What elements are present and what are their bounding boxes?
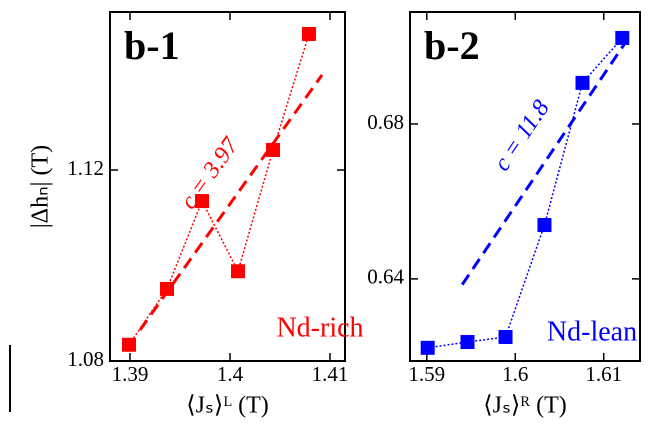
y-tick-label: 0.68 xyxy=(367,110,404,134)
x-axis-label: ⟨Jₛ⟩ᴿ (T) xyxy=(483,393,567,419)
x-tick-label: 1.59 xyxy=(408,362,445,386)
data-point xyxy=(537,218,552,233)
data-point xyxy=(122,337,136,352)
plot-frame xyxy=(109,11,346,362)
x-tick-label: 1.61 xyxy=(585,362,622,386)
panel-label: b-2 xyxy=(424,23,480,68)
fit-annotation: c = 3.97 xyxy=(176,132,245,214)
fit-annotation: c = 11.8 xyxy=(489,96,555,176)
panel-label: b-1 xyxy=(124,23,180,68)
data-point xyxy=(160,281,174,296)
fit-line xyxy=(460,43,626,286)
data-point xyxy=(231,264,245,279)
series-line xyxy=(427,37,623,349)
x-tick-label: 1.4 xyxy=(217,362,244,386)
y-tick-label: 0.64 xyxy=(367,265,404,289)
x-tick-label: 1.39 xyxy=(112,362,149,386)
data-point xyxy=(420,340,435,355)
x-tick-label: 1.41 xyxy=(312,362,349,386)
data-point xyxy=(302,26,316,41)
series-label: Nd-rich xyxy=(276,312,363,343)
series-label: Nd-lean xyxy=(547,316,637,347)
data-point xyxy=(460,335,475,350)
fit-line xyxy=(138,74,324,331)
x-axis-label: ⟨Jₛ⟩ᴸ (T) xyxy=(186,393,269,419)
series-line xyxy=(128,33,310,346)
y-axis-label: |Δhₙ| (T) xyxy=(28,145,54,228)
data-point xyxy=(575,75,590,90)
data-point xyxy=(615,30,630,45)
data-point xyxy=(195,194,209,209)
data-point xyxy=(498,329,513,344)
y-tick-label: 1.08 xyxy=(67,347,104,371)
x-tick-label: 1.6 xyxy=(502,362,528,386)
y-tick-label: 1.12 xyxy=(67,156,104,180)
plot-frame xyxy=(409,11,641,362)
data-point xyxy=(266,142,280,157)
